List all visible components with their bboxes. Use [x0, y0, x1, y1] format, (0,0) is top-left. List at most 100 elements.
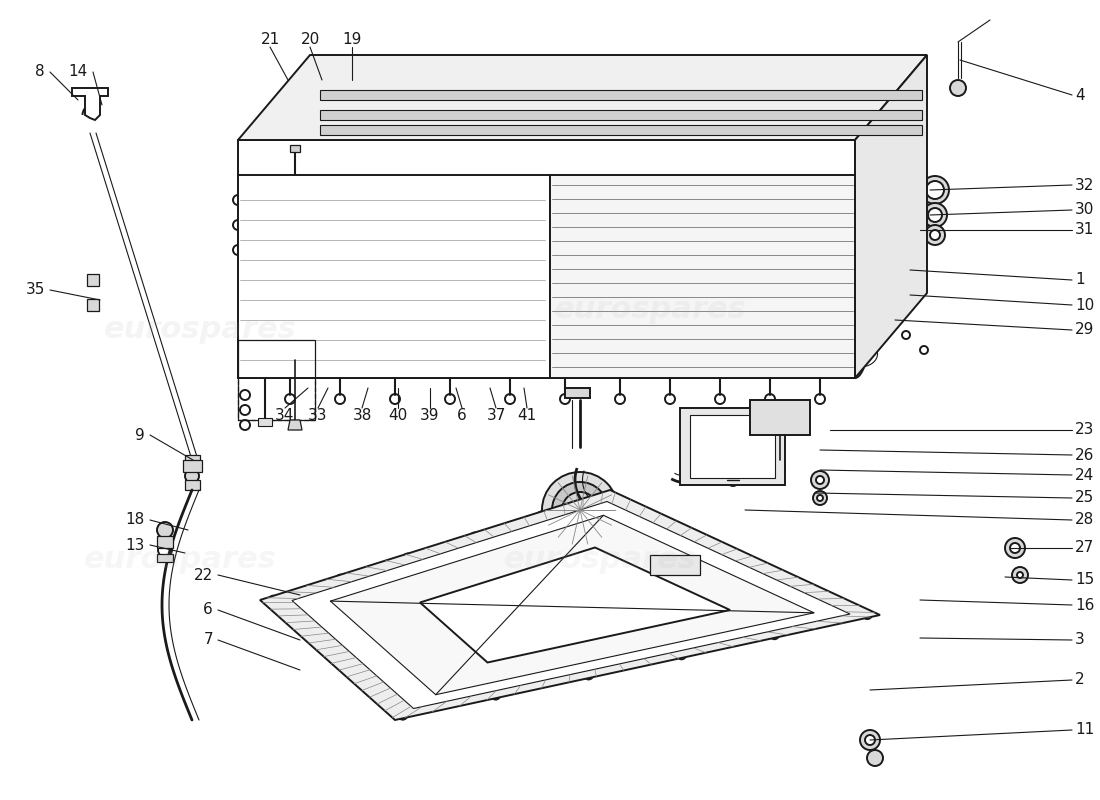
Text: 32: 32: [1075, 178, 1094, 193]
Polygon shape: [183, 460, 202, 472]
Circle shape: [860, 730, 880, 750]
Text: 13: 13: [125, 538, 145, 553]
Text: 30: 30: [1075, 202, 1094, 218]
Text: eurospares: eurospares: [553, 295, 747, 325]
Polygon shape: [855, 55, 927, 378]
Circle shape: [707, 538, 717, 547]
Circle shape: [1005, 538, 1025, 558]
Circle shape: [817, 495, 823, 501]
Text: 19: 19: [342, 33, 362, 47]
Circle shape: [926, 181, 944, 199]
Circle shape: [950, 80, 966, 96]
Text: 10: 10: [1075, 298, 1094, 313]
Circle shape: [252, 247, 328, 323]
Text: 29: 29: [1075, 322, 1094, 338]
Circle shape: [676, 650, 686, 659]
Circle shape: [1012, 567, 1028, 583]
Text: 18: 18: [125, 513, 145, 527]
Text: 2: 2: [1075, 673, 1085, 687]
Circle shape: [240, 405, 250, 415]
Circle shape: [336, 394, 345, 404]
Circle shape: [158, 543, 172, 557]
Polygon shape: [157, 536, 173, 548]
Circle shape: [866, 301, 874, 309]
Circle shape: [562, 492, 598, 528]
Circle shape: [764, 394, 776, 404]
Circle shape: [285, 394, 295, 404]
Circle shape: [446, 394, 455, 404]
Circle shape: [403, 554, 412, 562]
Polygon shape: [750, 400, 810, 435]
Text: 34: 34: [275, 407, 295, 422]
Polygon shape: [157, 554, 173, 562]
Circle shape: [615, 394, 625, 404]
Text: 27: 27: [1075, 541, 1094, 555]
Circle shape: [560, 394, 570, 404]
Circle shape: [336, 574, 345, 584]
Polygon shape: [238, 140, 855, 378]
Circle shape: [425, 68, 446, 88]
Circle shape: [542, 472, 618, 548]
Circle shape: [865, 735, 874, 745]
Polygon shape: [320, 125, 922, 135]
Polygon shape: [565, 388, 590, 398]
Text: 37: 37: [486, 407, 506, 422]
Circle shape: [492, 690, 500, 699]
Polygon shape: [72, 88, 108, 120]
Circle shape: [925, 225, 945, 245]
Circle shape: [233, 195, 243, 205]
Circle shape: [770, 407, 790, 427]
Polygon shape: [690, 415, 776, 478]
Text: 6: 6: [458, 407, 466, 422]
Text: 11: 11: [1075, 722, 1094, 738]
Text: 31: 31: [1075, 222, 1094, 238]
Text: 15: 15: [1075, 573, 1094, 587]
Text: eurospares: eurospares: [84, 546, 276, 574]
Circle shape: [816, 476, 824, 484]
Circle shape: [884, 316, 892, 324]
Circle shape: [862, 610, 872, 619]
Text: 38: 38: [352, 407, 372, 422]
Circle shape: [265, 260, 315, 310]
Circle shape: [666, 394, 675, 404]
Circle shape: [240, 390, 250, 400]
Circle shape: [398, 710, 407, 720]
Text: 23: 23: [1075, 422, 1094, 438]
Circle shape: [813, 491, 827, 505]
Circle shape: [811, 586, 821, 595]
Circle shape: [470, 533, 480, 542]
Polygon shape: [650, 555, 700, 575]
Text: 35: 35: [25, 282, 45, 298]
Text: 7: 7: [204, 633, 213, 647]
Circle shape: [537, 511, 547, 521]
Polygon shape: [87, 274, 99, 286]
Circle shape: [292, 152, 298, 158]
Text: 25: 25: [1075, 490, 1094, 506]
Polygon shape: [550, 175, 855, 378]
Circle shape: [288, 148, 302, 162]
Circle shape: [552, 482, 608, 538]
Text: 4: 4: [1075, 87, 1085, 102]
Text: 41: 41: [517, 407, 537, 422]
Circle shape: [233, 245, 243, 255]
Text: 28: 28: [1075, 513, 1094, 527]
Polygon shape: [260, 490, 880, 720]
Polygon shape: [238, 55, 927, 140]
Text: 3: 3: [1075, 633, 1085, 647]
Circle shape: [921, 176, 949, 204]
Circle shape: [505, 394, 515, 404]
Circle shape: [321, 642, 330, 650]
Text: 22: 22: [194, 567, 213, 582]
Text: 8: 8: [35, 65, 45, 79]
Polygon shape: [680, 408, 785, 485]
Circle shape: [268, 596, 278, 605]
Circle shape: [727, 474, 739, 486]
Circle shape: [776, 471, 784, 479]
Text: 39: 39: [420, 407, 440, 422]
Polygon shape: [87, 299, 99, 311]
Polygon shape: [292, 502, 850, 709]
Circle shape: [459, 75, 465, 81]
Circle shape: [815, 394, 825, 404]
Polygon shape: [320, 90, 922, 100]
Text: 21: 21: [261, 33, 279, 47]
